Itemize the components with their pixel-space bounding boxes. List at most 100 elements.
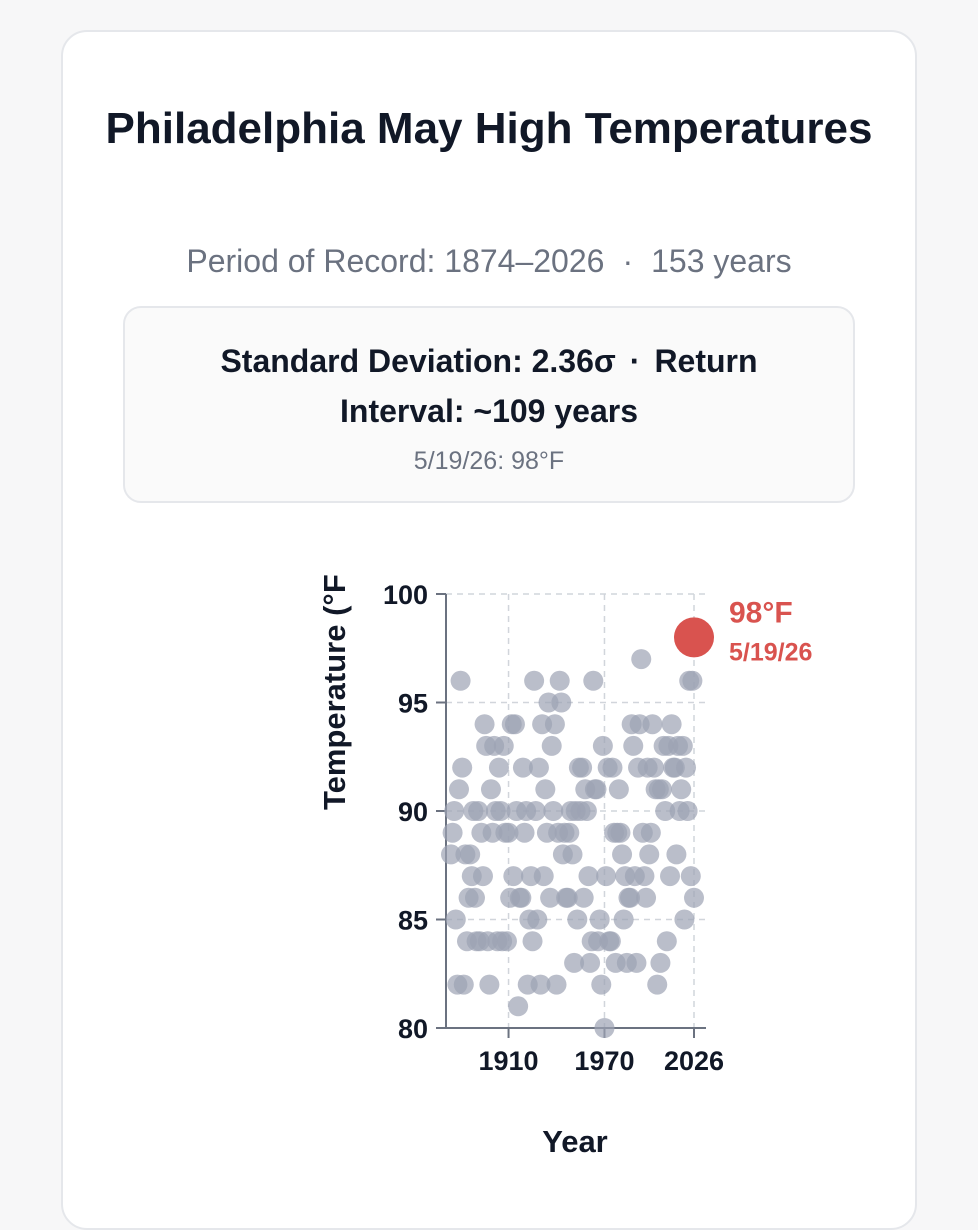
- data-point: [602, 757, 623, 778]
- data-point: [544, 714, 565, 735]
- data-point: [496, 931, 517, 952]
- data-point: [586, 779, 607, 800]
- data-point: [445, 909, 466, 930]
- data-point: [444, 801, 465, 821]
- data-point: [596, 866, 617, 887]
- x-tick-label: 1970: [574, 1046, 634, 1076]
- data-point: [677, 801, 698, 821]
- data-point: [528, 757, 549, 778]
- y-tick-label: 85: [398, 906, 428, 936]
- data-point: [551, 692, 572, 713]
- data-point: [608, 779, 629, 800]
- data-point: [620, 887, 641, 908]
- data-point: [682, 670, 703, 691]
- data-point: [533, 866, 554, 887]
- highlight-layer: 98°F 5/19/26: [674, 596, 812, 666]
- data-point: [660, 866, 681, 887]
- data-point: [626, 952, 647, 973]
- data-point: [580, 952, 601, 973]
- data-point: [511, 887, 532, 908]
- data-point: [684, 887, 704, 908]
- data-point: [672, 735, 693, 756]
- data-point: [535, 779, 556, 800]
- event-date: 5/19/26: 98°F: [413, 447, 565, 475]
- data-point: [578, 866, 599, 887]
- data-point: [479, 974, 500, 995]
- chart-card: [61, 30, 917, 1230]
- data-point: [514, 822, 535, 843]
- data-point: [559, 822, 580, 843]
- data-point: [594, 1018, 615, 1038]
- data-point: [493, 735, 514, 756]
- data-point: [452, 757, 473, 778]
- data-point: [524, 670, 545, 691]
- data-point: [541, 735, 562, 756]
- data-point: [634, 866, 655, 887]
- data-point: [453, 974, 474, 995]
- data-point: [498, 822, 519, 843]
- data-point: [644, 757, 665, 778]
- data-point: [576, 801, 597, 821]
- chart-axes: 80 85 90 95 100 1910 1970 2026: [383, 580, 724, 1076]
- data-point: [647, 974, 668, 995]
- data-point: [488, 757, 509, 778]
- data-point: [522, 931, 543, 952]
- data-point: [610, 822, 631, 843]
- data-point: [527, 909, 548, 930]
- data-point: [549, 670, 570, 691]
- data-point: [503, 866, 524, 887]
- data-point: [562, 844, 583, 865]
- data-point: [612, 844, 633, 865]
- data-point: [572, 757, 593, 778]
- data-point: [474, 714, 495, 735]
- data-point: [676, 757, 697, 778]
- std-deviation: Standard Deviation: 2.36σ: [220, 343, 616, 379]
- data-point: [613, 909, 634, 930]
- data-point: [468, 801, 489, 821]
- data-point: [592, 735, 613, 756]
- data-point: [508, 996, 529, 1017]
- data-point: [543, 801, 564, 821]
- data-points: [441, 649, 704, 1038]
- data-point: [442, 822, 463, 843]
- data-point: [567, 909, 588, 930]
- period-of-record: Period of Record: 1874–2026: [186, 243, 605, 279]
- highlight-value-label: 98°F: [729, 596, 793, 629]
- x-tick-label: 2026: [664, 1046, 724, 1076]
- x-tick-label: 1910: [479, 1046, 539, 1076]
- page-title: Philadelphia May High Temperatures: [105, 104, 873, 153]
- data-point: [546, 974, 567, 995]
- stats-summary: Standard Deviation: 2.36σ · Return Interva…: [169, 336, 809, 436]
- highlight-date-label: 5/19/26: [729, 638, 812, 666]
- data-point: [448, 779, 469, 800]
- data-point: [674, 909, 695, 930]
- subtitle-separator: ·: [622, 243, 634, 279]
- data-point: [650, 952, 671, 973]
- data-point: [480, 779, 501, 800]
- highlight-point: [674, 617, 714, 658]
- data-point: [464, 887, 485, 908]
- data-point: [564, 952, 585, 973]
- data-point: [589, 909, 610, 930]
- stats-box: Standard Deviation: 2.36σ · Return Interva…: [123, 306, 855, 503]
- data-point: [530, 974, 551, 995]
- y-tick-label: 95: [398, 689, 428, 719]
- stats-separator: ·: [629, 343, 641, 379]
- data-point: [490, 801, 511, 821]
- y-tick-label: 90: [398, 797, 428, 827]
- data-point: [441, 844, 461, 865]
- data-point: [656, 931, 677, 952]
- data-point: [504, 714, 525, 735]
- data-point: [583, 670, 604, 691]
- data-point: [460, 844, 481, 865]
- data-point: [661, 714, 682, 735]
- scatter-chart: 80 85 90 95 100 1910 1970 2026 98°F 5/19/26 Temp…: [317, 574, 812, 1159]
- period-subtitle: Period of Record: 1874–2026 · 153 years: [0, 240, 978, 282]
- return-interval: Return Interval: ~109 years: [340, 343, 758, 429]
- data-point: [591, 974, 612, 995]
- data-point: [642, 714, 663, 735]
- data-point: [666, 844, 687, 865]
- data-point: [640, 822, 661, 843]
- data-point: [573, 887, 594, 908]
- data-point: [525, 801, 546, 821]
